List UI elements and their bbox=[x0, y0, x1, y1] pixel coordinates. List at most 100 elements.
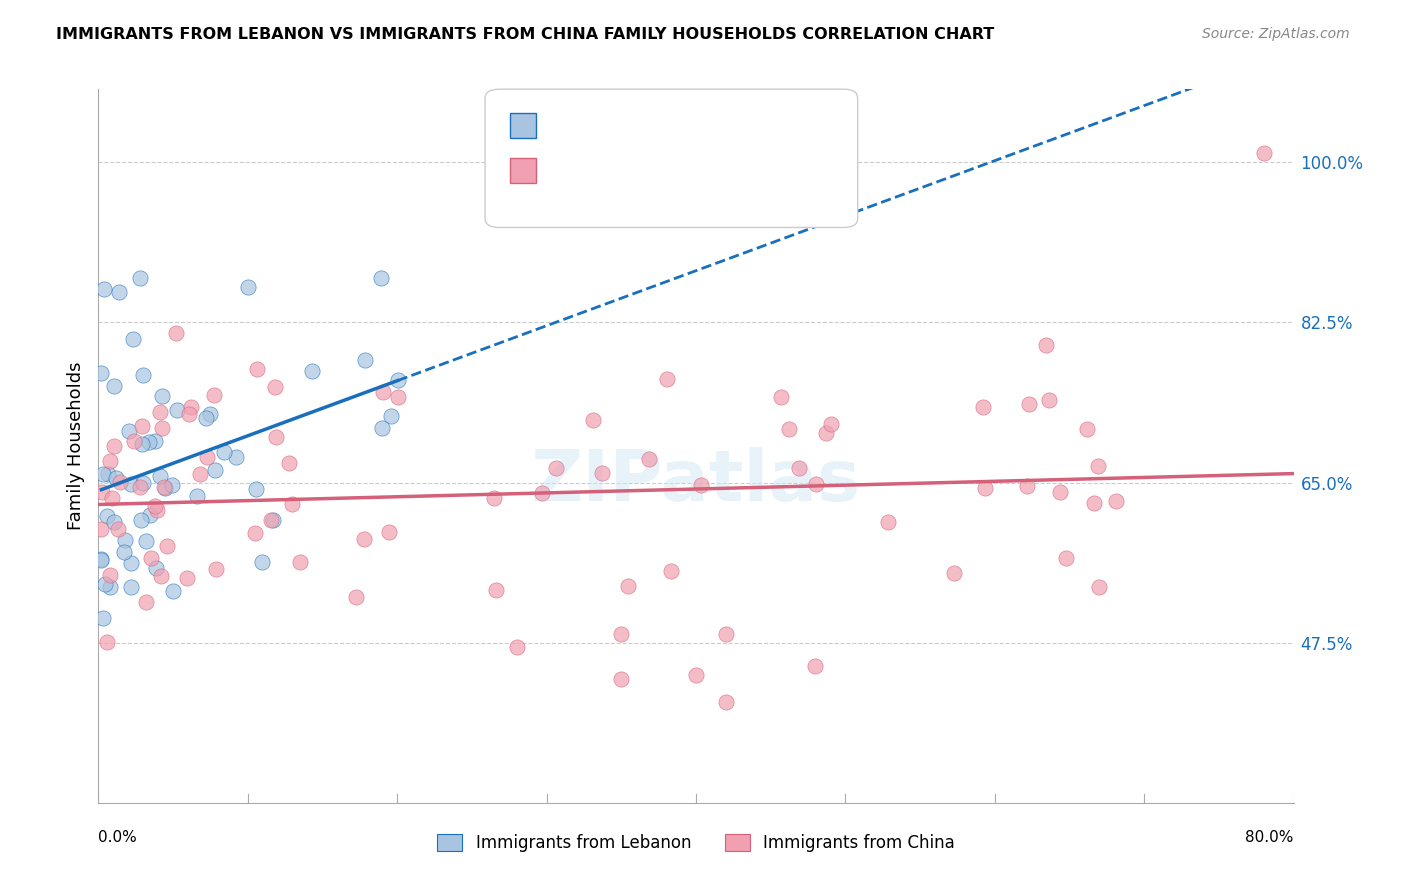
Point bbox=[152, 389, 174, 403]
Point bbox=[93, 282, 115, 296]
Point bbox=[135, 595, 157, 609]
Point bbox=[370, 270, 392, 285]
Legend: Immigrants from Lebanon, Immigrants from China: Immigrants from Lebanon, Immigrants from… bbox=[430, 827, 962, 859]
Point bbox=[145, 561, 167, 575]
Point bbox=[108, 475, 131, 489]
Point bbox=[387, 373, 409, 387]
Point bbox=[134, 534, 156, 549]
Point bbox=[820, 417, 842, 431]
Point bbox=[804, 658, 827, 673]
Point bbox=[108, 285, 131, 299]
Point bbox=[212, 444, 235, 458]
Point bbox=[815, 426, 838, 441]
Point bbox=[1038, 392, 1060, 407]
Point bbox=[238, 279, 260, 293]
Point bbox=[972, 400, 994, 414]
Point bbox=[225, 450, 247, 464]
Text: ZIPatlas: ZIPatlas bbox=[531, 447, 860, 516]
Point bbox=[264, 380, 287, 394]
Point bbox=[252, 555, 274, 569]
Point bbox=[531, 485, 554, 500]
Point bbox=[150, 420, 173, 434]
Point bbox=[90, 522, 112, 536]
Point bbox=[202, 388, 225, 402]
Point bbox=[1054, 550, 1077, 565]
Point bbox=[107, 523, 129, 537]
Point bbox=[94, 577, 117, 591]
Point bbox=[194, 411, 217, 425]
Point bbox=[877, 516, 900, 530]
Point bbox=[91, 467, 114, 482]
Point bbox=[204, 462, 226, 476]
Point bbox=[122, 333, 145, 347]
Point bbox=[138, 434, 160, 449]
Point bbox=[149, 405, 172, 419]
Point bbox=[278, 456, 301, 470]
Point bbox=[91, 485, 114, 500]
Point bbox=[370, 421, 392, 435]
Text: R =  0.171   N = 82: R = 0.171 N = 82 bbox=[544, 170, 720, 188]
Point bbox=[787, 460, 810, 475]
Point bbox=[1105, 493, 1128, 508]
Point bbox=[657, 371, 679, 385]
Point bbox=[378, 525, 401, 540]
Point bbox=[778, 422, 800, 436]
Point bbox=[204, 561, 226, 575]
Point bbox=[804, 477, 827, 491]
Point bbox=[1076, 422, 1098, 436]
Point bbox=[243, 526, 266, 541]
Text: 80.0%: 80.0% bbox=[1246, 830, 1294, 846]
Point bbox=[100, 568, 122, 582]
Point bbox=[160, 478, 183, 492]
Point bbox=[266, 429, 288, 443]
Point bbox=[90, 553, 112, 567]
Point bbox=[98, 580, 121, 594]
Point bbox=[1049, 485, 1071, 500]
Point bbox=[153, 481, 176, 495]
Point bbox=[91, 611, 114, 625]
Point bbox=[685, 667, 707, 681]
Point bbox=[260, 513, 283, 527]
Point bbox=[546, 460, 568, 475]
Point bbox=[162, 584, 184, 599]
Point bbox=[353, 353, 375, 368]
Point bbox=[129, 513, 152, 527]
Point bbox=[114, 533, 136, 547]
Point bbox=[149, 569, 172, 583]
Point bbox=[353, 532, 375, 546]
Point bbox=[103, 515, 125, 529]
Point bbox=[637, 452, 659, 467]
Point bbox=[120, 556, 142, 570]
Text: Source: ZipAtlas.com: Source: ZipAtlas.com bbox=[1202, 27, 1350, 41]
Point bbox=[301, 363, 323, 377]
Point bbox=[1087, 580, 1109, 594]
Point bbox=[246, 361, 269, 376]
Point bbox=[145, 500, 167, 514]
Point bbox=[98, 454, 121, 468]
Point bbox=[690, 478, 713, 492]
Point bbox=[659, 565, 682, 579]
Point bbox=[482, 491, 505, 505]
Point bbox=[132, 368, 155, 382]
Point bbox=[186, 489, 208, 503]
Point bbox=[131, 419, 153, 434]
Point bbox=[139, 508, 162, 522]
Point bbox=[97, 467, 120, 481]
Point bbox=[96, 635, 118, 649]
Text: IMMIGRANTS FROM LEBANON VS IMMIGRANTS FROM CHINA FAMILY HOUSEHOLDS CORRELATION C: IMMIGRANTS FROM LEBANON VS IMMIGRANTS FR… bbox=[56, 27, 994, 42]
Point bbox=[124, 434, 146, 449]
Point bbox=[485, 582, 508, 597]
Point bbox=[714, 695, 737, 709]
Point bbox=[387, 391, 409, 405]
Point bbox=[616, 579, 638, 593]
Point bbox=[112, 545, 135, 559]
Point bbox=[281, 497, 304, 511]
Point bbox=[200, 407, 222, 421]
Text: 0.0%: 0.0% bbox=[98, 830, 138, 846]
Point bbox=[380, 409, 402, 424]
Point bbox=[131, 475, 153, 490]
Point bbox=[290, 555, 312, 569]
Point bbox=[103, 379, 125, 393]
Point bbox=[90, 366, 112, 380]
Point bbox=[128, 271, 150, 285]
